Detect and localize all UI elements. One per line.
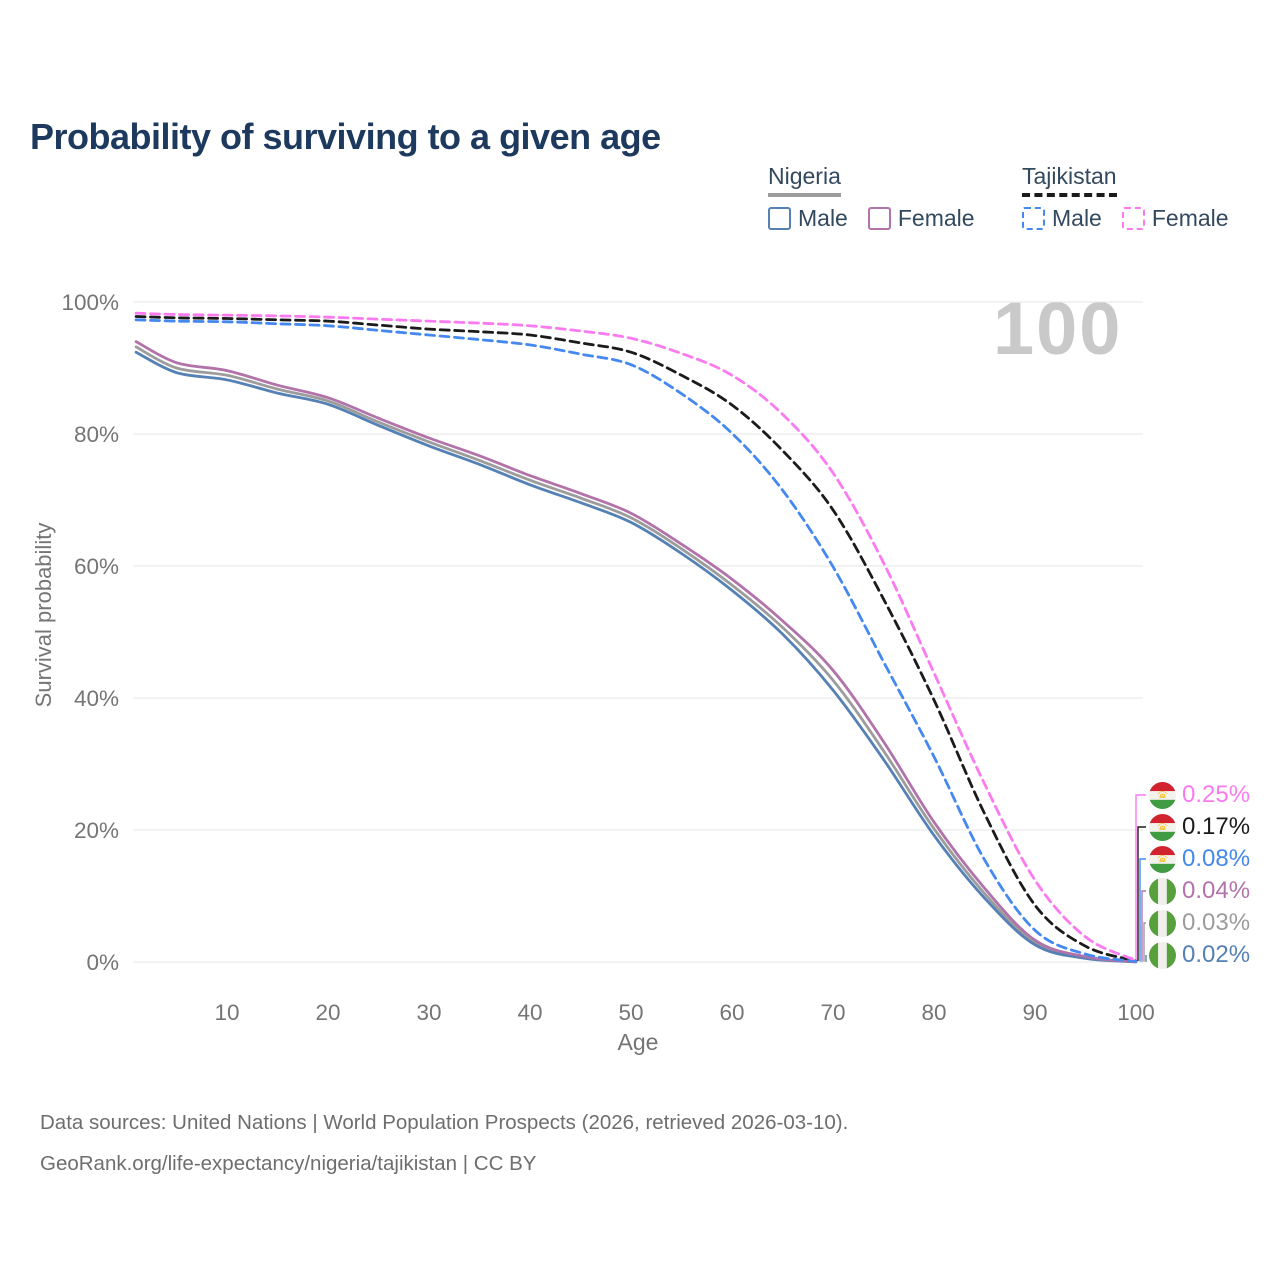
x-tick-label: 50 [618,1000,643,1025]
data-sources-text: Data sources: United Nations | World Pop… [40,1111,849,1134]
nigeria-flag-icon [1149,877,1176,905]
legend-item-nigeria-female[interactable]: Female [867,205,975,232]
series-line-nigeria-both-sexes [134,345,1138,964]
x-tick-label: 80 [921,1000,946,1025]
page-title: Probability of surviving to a given age [30,116,661,158]
nigeria-female-swatch-icon [867,207,891,230]
legend-item-label: Male [1052,205,1102,231]
survival-chart-plot-area[interactable]: 0% 20% 40% 60% 80% 100% 10 20 30 40 50 60 70 80 90 100 A… [61,290,1154,1055]
x-tick-label: 10 [214,1000,239,1025]
series-line-tajikistan-both-sexes [134,315,1138,963]
y-tick-label: 100% [61,290,119,315]
y-tick-label: 40% [74,686,119,711]
legend-item-label: Female [1151,205,1229,231]
end-value-label-tajikistan-female[interactable]: 0.25% [1149,780,1250,810]
end-value-text: 0.03% [1182,909,1251,936]
end-value-label-nigeria-female[interactable]: 0.04% [1149,876,1250,906]
y-axis-title: Survival probability [31,522,56,708]
attribution-text: GeoRank.org/life-expectancy/nigeria/taji… [40,1152,537,1175]
end-value-text: 0.25% [1182,781,1251,808]
nigeria-flag-icon [1149,941,1176,969]
x-tick-label: 20 [315,1000,340,1025]
end-value-text: 0.17% [1182,813,1251,840]
y-tick-label: 20% [74,818,119,843]
series-line-nigeria-male [134,350,1138,964]
legend-item-nigeria-male[interactable]: Male [768,205,848,232]
end-value-label-nigeria-male[interactable]: 0.02% [1149,940,1250,970]
legend-group-tajikistan: Tajikistan Male Female [1022,163,1229,232]
end-value-text: 0.04% [1182,877,1251,904]
y-tick-label: 80% [74,422,119,447]
hover-age-watermark: 100 [993,287,1123,370]
legend-item-label: Male [798,205,848,231]
legend-country-nigeria[interactable]: Nigeria [768,163,841,197]
end-value-label-tajikistan-male[interactable]: 0.08% [1149,844,1250,874]
nigeria-male-swatch-icon [768,207,791,230]
series-line-tajikistan-female [134,311,1138,962]
tajikistan-flag-icon [1149,813,1176,841]
x-tick-label: 60 [719,1000,744,1025]
x-tick-label: 30 [416,1000,441,1025]
end-value-text: 0.02% [1182,941,1251,968]
legend-group-nigeria: Nigeria Male Female [768,163,975,232]
x-axis-title: Age [618,1029,659,1055]
chart-footer: Data sources: United Nations | World Pop… [40,1102,848,1184]
legend-country-tajikistan[interactable]: Tajikistan [1022,163,1117,197]
y-tick-label: 0% [86,950,119,975]
series-line-nigeria-female [134,340,1138,964]
legend-item-tajikistan-female[interactable]: Female [1121,205,1229,232]
series-line-tajikistan-male [134,318,1138,963]
nigeria-flag-icon [1149,909,1176,937]
tajikistan-female-swatch-icon [1121,207,1145,230]
y-tick-label: 60% [74,554,119,579]
tajikistan-flag-icon [1149,845,1176,873]
x-tick-label: 70 [820,1000,845,1025]
leader-line [1143,922,1146,962]
end-value-label-nigeria-both-sexes[interactable]: 0.03% [1149,908,1250,938]
tajikistan-flag-icon [1149,781,1176,809]
x-tick-label: 90 [1022,1000,1047,1025]
x-tick-label: 100 [1117,1000,1155,1025]
x-tick-label: 40 [517,1000,542,1025]
tajikistan-male-swatch-icon [1022,207,1045,230]
legend-item-label: Female [897,205,975,231]
legend-item-tajikistan-male[interactable]: Male [1022,205,1102,232]
end-value-label-tajikistan-both-sexes[interactable]: 0.17% [1149,812,1250,842]
end-value-text: 0.08% [1182,845,1251,872]
